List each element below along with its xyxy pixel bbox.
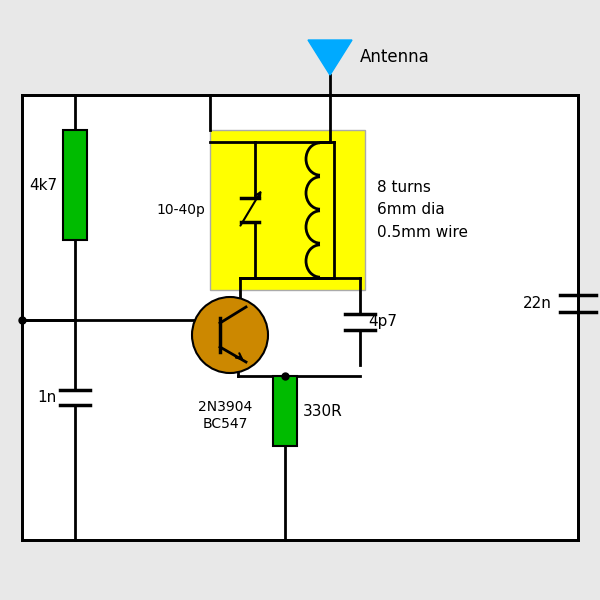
Text: 1n: 1n <box>38 390 57 405</box>
Circle shape <box>192 297 268 373</box>
Text: 8 turns
6mm dia
0.5mm wire: 8 turns 6mm dia 0.5mm wire <box>377 180 468 239</box>
Text: 10-40p: 10-40p <box>156 203 205 217</box>
Text: 2N3904
BC547: 2N3904 BC547 <box>198 400 252 431</box>
Text: 4k7: 4k7 <box>29 178 57 193</box>
Bar <box>22 95 578 540</box>
Bar <box>210 130 365 290</box>
Text: 4p7: 4p7 <box>368 314 397 329</box>
Polygon shape <box>308 40 352 75</box>
Bar <box>273 376 297 446</box>
Text: Antenna: Antenna <box>360 49 430 67</box>
Text: 22n: 22n <box>523 296 552 311</box>
Text: 330R: 330R <box>303 403 343 419</box>
Bar <box>63 130 87 240</box>
